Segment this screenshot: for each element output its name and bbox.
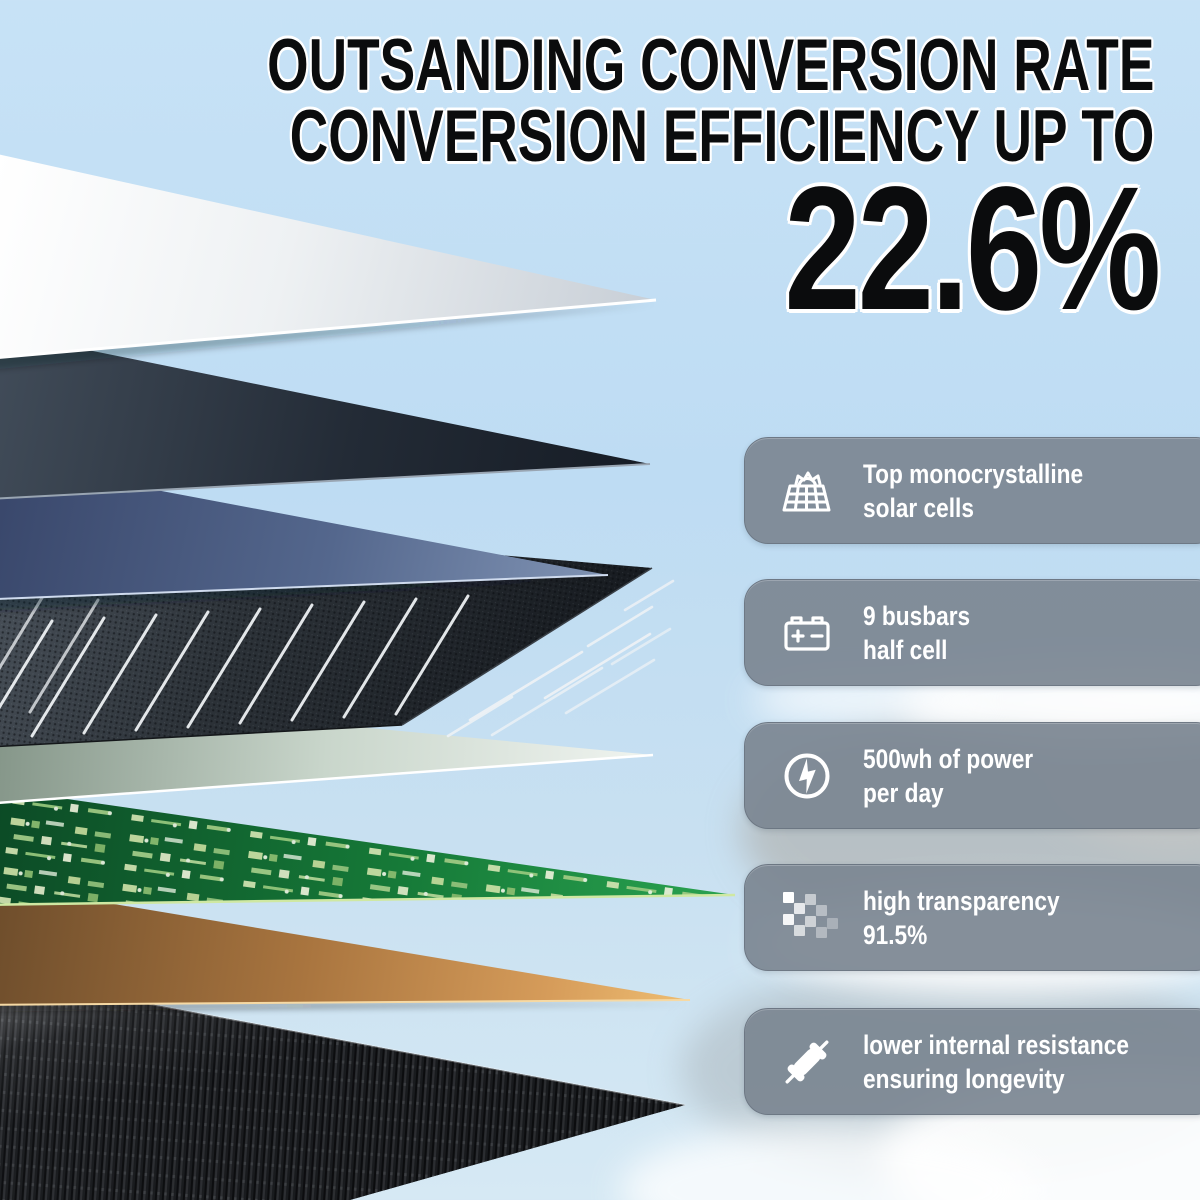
page-title: OUTSANDING CONVERSION RATE CONVERSION EF… (266, 25, 1155, 177)
power-icon (775, 744, 839, 808)
layer-charcoal (0, 332, 651, 500)
feature-card-solar-cells: Top monocrystalline solar cells (744, 437, 1200, 544)
top-cover-white (0, 154, 657, 370)
feature-card-transparency: high transparency 91.5% (744, 864, 1200, 971)
layer-blue (0, 460, 609, 611)
feature-card-resistance: lower internal resistance ensuring longe… (744, 1008, 1200, 1115)
feature-label: lower internal resistance ensuring longe… (863, 1029, 1129, 1094)
feature-card-busbars: 9 busbars half cell (744, 579, 1200, 686)
feature-card-power: 500wh of power per day (744, 722, 1200, 829)
feature-label: Top monocrystalline solar cells (863, 458, 1084, 523)
feature-label: high transparency 91.5% (863, 885, 1060, 950)
layer-fabric-black (0, 974, 686, 1200)
solar-panel-icon (775, 459, 839, 523)
layer-pcb-green (0, 789, 736, 906)
feature-label: 9 busbars half cell (863, 600, 971, 665)
title-line-1: OUTSANDING CONVERSION RATE (266, 25, 1154, 106)
transparency-icon (775, 886, 839, 950)
resistor-icon (775, 1030, 839, 1094)
title-line-2: CONVERSION EFFICIENCY UP TO (289, 96, 1155, 177)
layer-copper (0, 885, 691, 1012)
efficiency-value: 22.6% (784, 151, 1161, 347)
feature-label: 500wh of power per day (863, 743, 1034, 808)
floating-busbar-wires (446, 579, 675, 738)
battery-icon (775, 601, 839, 665)
